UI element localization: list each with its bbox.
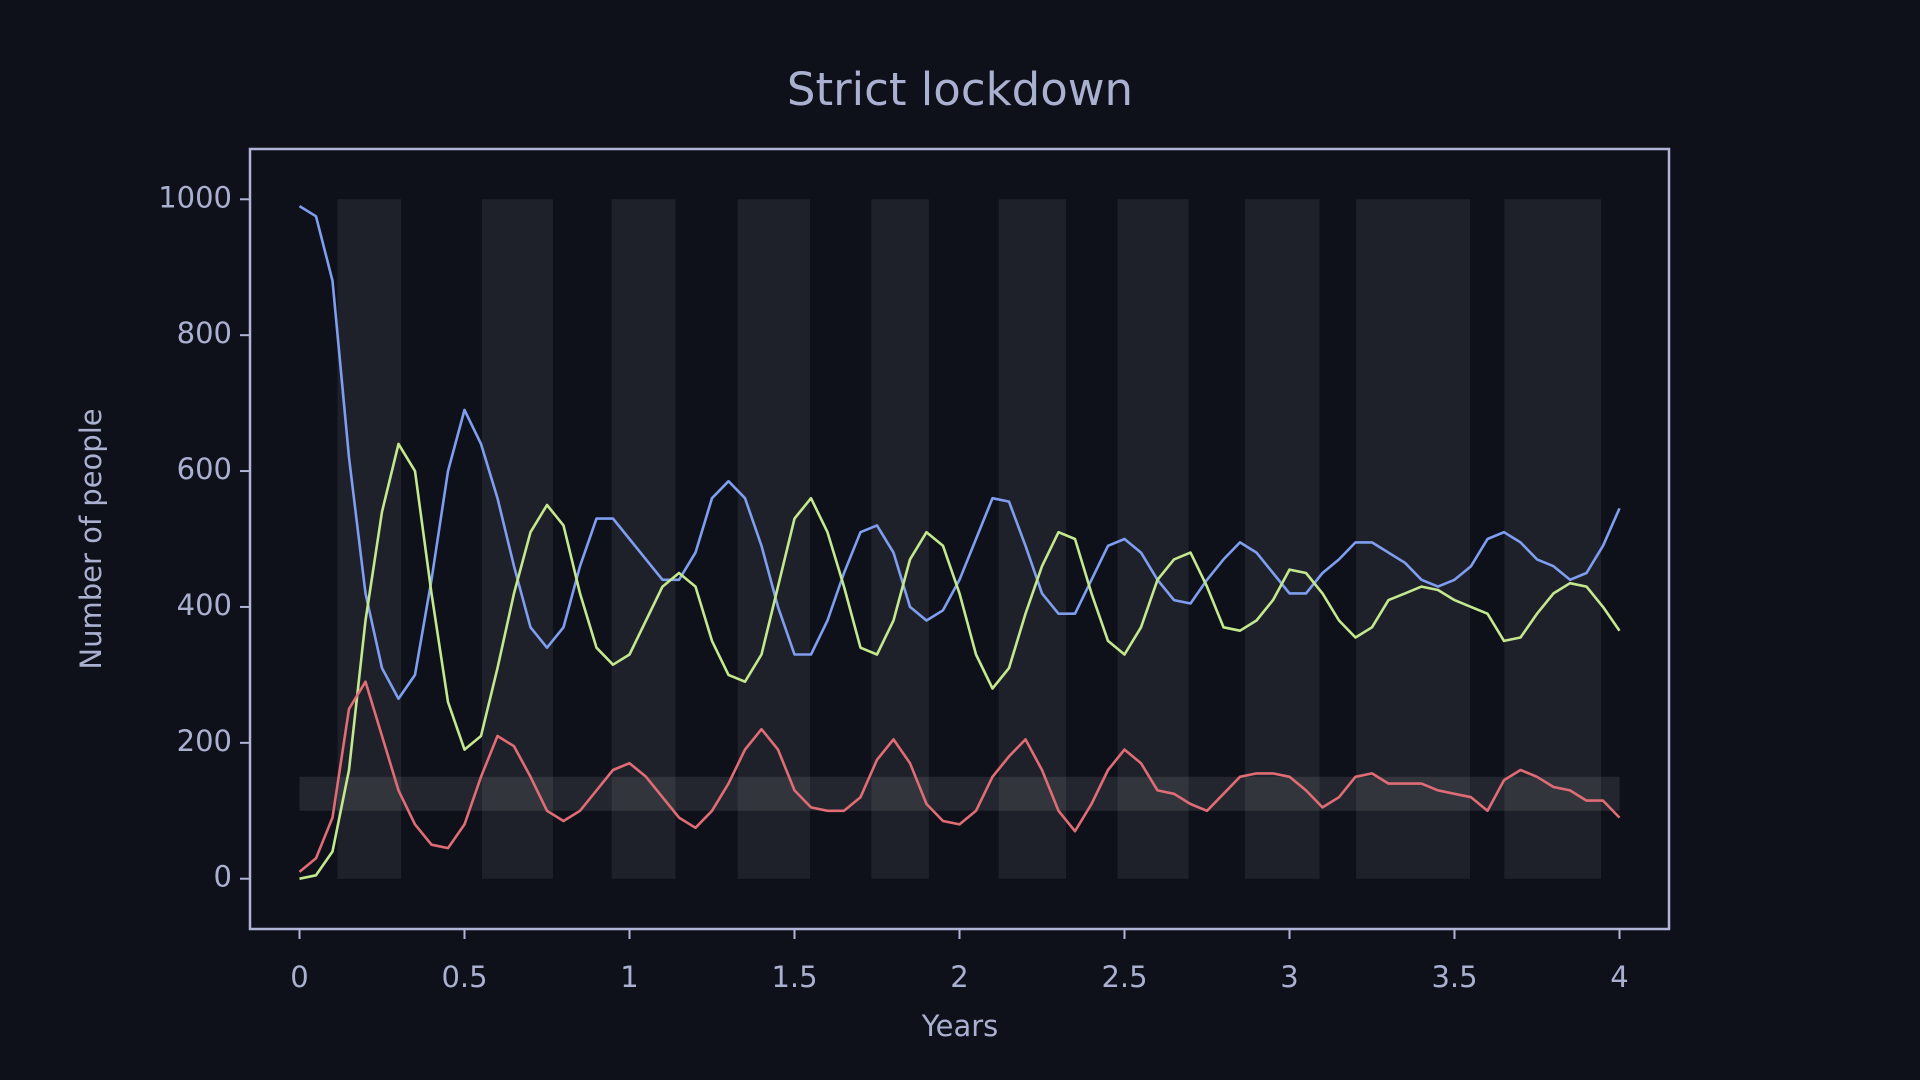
y-tick-label: 400	[177, 588, 232, 622]
y-tick-label: 200	[177, 724, 232, 758]
y-tick-label: 800	[177, 316, 232, 350]
x-tick-label: 3.5	[1431, 960, 1477, 994]
lockdown-span	[1244, 199, 1320, 879]
lockdown-span	[481, 199, 553, 879]
x-axis-label: Years	[921, 1009, 999, 1043]
y-tick-label: 0	[214, 860, 232, 894]
threshold-band	[299, 776, 1620, 811]
lockdown-span	[1504, 199, 1602, 879]
x-tick-label: 4	[1610, 960, 1628, 994]
x-tick-label: 1.5	[771, 960, 817, 994]
series-line	[298, 680, 1621, 873]
lockdown-span	[1117, 199, 1189, 879]
x-tick-label: 2.5	[1101, 960, 1147, 994]
x-tick-label: 3	[1280, 960, 1298, 994]
chart-title: Strict lockdown	[787, 63, 1133, 116]
y-tick-label: 600	[177, 452, 232, 486]
x-tick-label: 1	[620, 960, 638, 994]
y-tick-label: 1000	[158, 180, 232, 214]
x-tick-label: 0	[290, 960, 308, 994]
y-axis-label: Number of people	[74, 408, 108, 669]
x-tick-label: 2	[950, 960, 968, 994]
lockdown-span	[1356, 199, 1471, 879]
x-tick-label: 0.5	[441, 960, 487, 994]
series-line	[299, 442, 1621, 880]
lockdown-span	[737, 199, 811, 879]
series-line	[298, 204, 1621, 700]
lockdown-span	[871, 199, 929, 879]
